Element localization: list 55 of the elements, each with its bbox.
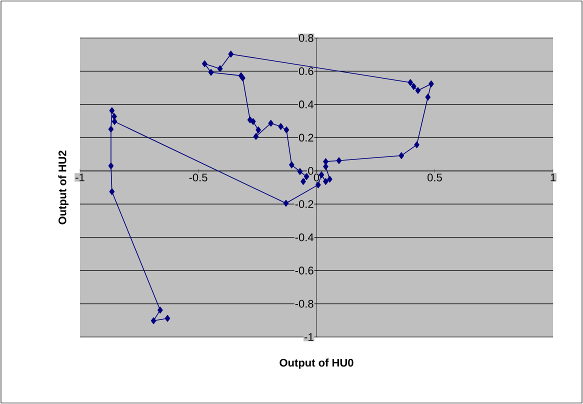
point [414, 141, 420, 148]
point [304, 173, 310, 180]
y-tick-label: 0.4 [298, 100, 314, 108]
point [228, 50, 234, 58]
point [202, 60, 208, 68]
point [284, 126, 290, 134]
point [300, 178, 306, 185]
point [398, 152, 404, 160]
y-tick-label: 0.6 [298, 67, 314, 76]
point [253, 133, 259, 140]
point [109, 107, 115, 114]
point [240, 74, 246, 82]
y-tick-label: -0.8 [295, 300, 314, 308]
point [336, 157, 342, 164]
point [250, 118, 256, 125]
x-tick-label: 0 [314, 174, 320, 182]
point [268, 120, 274, 127]
point [112, 118, 118, 125]
point [278, 123, 284, 130]
x-tick-label: -1 [76, 174, 84, 182]
y-tick-label: 0.8 [298, 34, 314, 42]
y-axis-title: Output of HU2 [58, 150, 68, 224]
point [316, 181, 321, 188]
x-axis-title: Output of HU0 [280, 358, 354, 369]
y-tick-label: 0 [308, 167, 314, 175]
x-tick-label: 1 [550, 174, 556, 182]
point [256, 126, 261, 134]
point [323, 178, 328, 185]
point [425, 94, 431, 101]
y-tick-label: -0.2 [295, 200, 314, 208]
point [323, 163, 328, 170]
point [283, 200, 289, 207]
point [297, 168, 303, 175]
point [109, 188, 115, 196]
point [428, 80, 434, 88]
x-tick-label: 0.5 [428, 174, 442, 182]
point [150, 317, 156, 324]
y-tick-label: -0.6 [295, 266, 314, 274]
y-tick-label: 0.2 [298, 134, 314, 142]
point [327, 176, 332, 183]
point [323, 158, 328, 165]
x-tick-label: -0.5 [189, 174, 208, 182]
point [408, 79, 414, 86]
y-tick-label: -1 [304, 333, 314, 341]
point [289, 162, 294, 168]
point [208, 68, 214, 76]
point [108, 126, 114, 133]
point [411, 83, 416, 90]
point [164, 314, 170, 322]
point [108, 162, 114, 170]
point [415, 87, 421, 94]
point [112, 113, 117, 120]
point [158, 306, 163, 314]
y-tick-label: -0.4 [295, 233, 314, 242]
point [217, 65, 223, 72]
